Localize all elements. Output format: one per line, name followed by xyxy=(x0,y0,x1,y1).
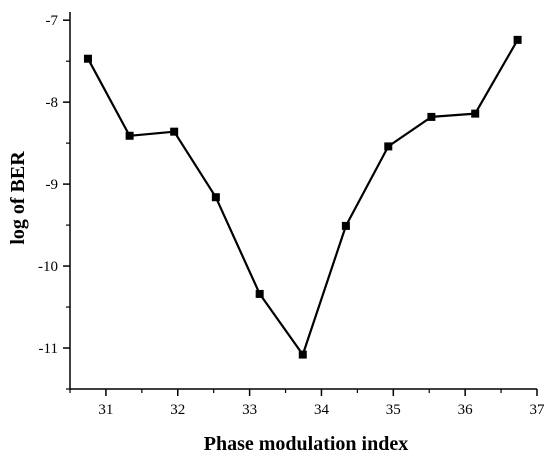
data-point xyxy=(255,289,264,298)
data-point xyxy=(298,350,307,359)
y-tick-label: -10 xyxy=(38,259,58,275)
x-tick-label: 35 xyxy=(386,402,401,418)
series-group xyxy=(83,35,522,359)
y-tick-label: -7 xyxy=(46,13,59,29)
data-point xyxy=(471,109,480,118)
data-point xyxy=(170,127,179,136)
x-tick-label: 31 xyxy=(98,402,113,418)
x-tick-label: 32 xyxy=(170,402,185,418)
data-point xyxy=(211,193,220,202)
x-tick-label: 36 xyxy=(458,402,474,418)
y-axis-title: log of BER xyxy=(7,151,29,245)
x-axis-title: Phase modulation index xyxy=(204,433,408,455)
y-tick-label: -9 xyxy=(46,177,59,193)
x-tick-label: 33 xyxy=(242,402,257,418)
data-point xyxy=(83,54,92,63)
data-point xyxy=(427,112,436,121)
data-point xyxy=(125,131,134,140)
data-point xyxy=(384,142,393,151)
data-point xyxy=(341,221,350,230)
y-tick-label: -8 xyxy=(46,95,59,111)
series-line xyxy=(87,39,519,356)
x-axis-ticks: 31 32 33 34 35 36 37 xyxy=(69,389,546,418)
x-tick-label: 34 xyxy=(314,402,330,418)
y-axis-ticks: -7 -8 -9 -10 -11 xyxy=(38,13,70,390)
x-tick-label: 37 xyxy=(530,402,546,418)
chart-axes xyxy=(69,12,537,390)
y-tick-label: -11 xyxy=(39,341,58,357)
data-point xyxy=(513,35,522,44)
